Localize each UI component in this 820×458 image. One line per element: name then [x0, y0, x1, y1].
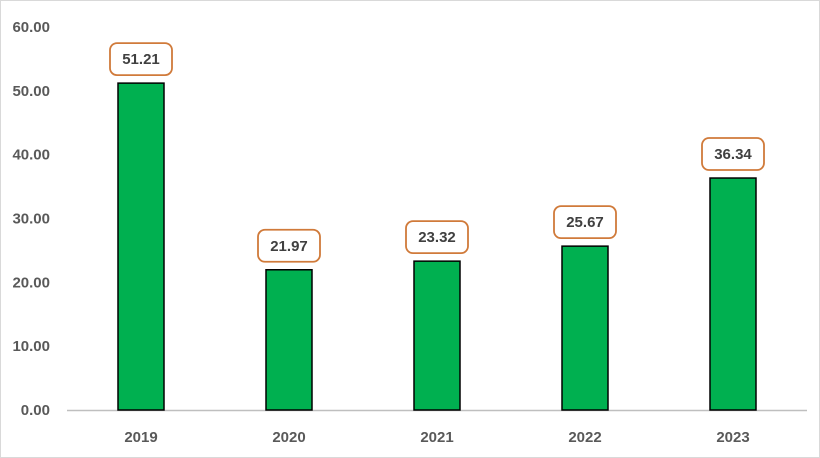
x-tick-label: 2021	[420, 429, 453, 446]
bars-group: 51.21 21.97 23.32 25.67 36.34	[109, 42, 765, 411]
bar-2022	[561, 245, 609, 411]
data-label-box	[553, 205, 617, 240]
x-axis: 2019 2020 2021 2022 2023	[124, 429, 749, 446]
data-label-box	[109, 42, 173, 77]
x-tick-label: 2020	[272, 429, 305, 446]
bar-2019	[117, 82, 165, 411]
y-axis: 0.00 10.00 20.00 30.00 40.00 50.00 60.00	[12, 19, 50, 419]
y-tick-label: 0.00	[21, 402, 50, 419]
bar-2023	[709, 177, 757, 411]
bar-2021	[413, 260, 461, 411]
data-label-box	[405, 220, 469, 255]
bar-2020	[265, 269, 313, 411]
y-tick-label: 10.00	[12, 338, 50, 355]
y-tick-label: 30.00	[12, 211, 50, 228]
data-label: 36.34	[714, 146, 752, 163]
data-label: 21.97	[270, 238, 308, 255]
x-tick-label: 2023	[716, 429, 749, 446]
y-tick-label: 40.00	[12, 147, 50, 164]
data-label-box	[257, 228, 321, 263]
data-label: 51.21	[122, 51, 160, 68]
data-label-box	[701, 137, 765, 171]
data-label: 23.32	[418, 229, 456, 246]
x-tick-label: 2022	[568, 429, 601, 446]
data-label: 25.67	[566, 214, 604, 231]
y-tick-label: 60.00	[12, 19, 50, 36]
y-tick-label: 20.00	[12, 274, 50, 291]
y-tick-label: 50.00	[12, 83, 50, 100]
x-tick-label: 2019	[124, 429, 157, 446]
